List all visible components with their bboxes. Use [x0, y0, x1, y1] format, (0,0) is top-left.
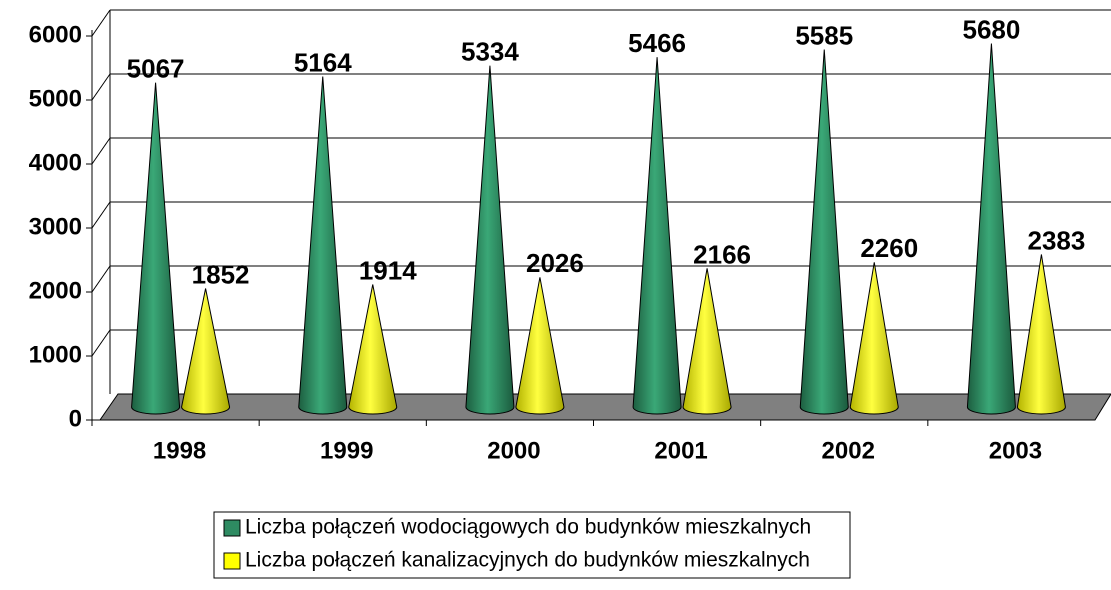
value-label: 5164: [294, 47, 352, 77]
legend-label: Liczba połączeń wodociągowych do budynkó…: [245, 516, 811, 539]
value-label: 5067: [127, 54, 185, 84]
legend-label: Liczba połączeń kanalizacyjnych do budyn…: [245, 549, 810, 572]
value-label: 2260: [860, 233, 918, 263]
floor: [99, 393, 1111, 421]
value-label: 2026: [526, 248, 584, 278]
y-tick-label: 2000: [29, 277, 82, 304]
grid-line: [91, 73, 111, 101]
grid-line: [91, 137, 111, 165]
legend: [213, 511, 851, 579]
grid-line: [91, 329, 111, 357]
value-label: 5466: [628, 28, 686, 58]
y-tick-label: 3000: [29, 213, 82, 240]
cone: [1016, 254, 1066, 415]
x-tick-label: 1999: [320, 437, 373, 464]
cone: [682, 268, 732, 415]
cone: [348, 284, 398, 415]
value-label: 1914: [359, 255, 417, 285]
x-tick-label: 1998: [153, 437, 206, 464]
x-tick-label: 2000: [487, 437, 540, 464]
cone: [966, 43, 1016, 415]
y-tick-label: 1000: [29, 341, 82, 368]
cone: [131, 82, 181, 415]
legend-marker: [223, 552, 241, 570]
cone: [298, 76, 348, 415]
legend-marker: [223, 519, 241, 537]
x-tick-label: 2003: [989, 437, 1042, 464]
x-tick-label: 2002: [822, 437, 875, 464]
y-tick-label: 4000: [29, 149, 82, 176]
cone: [515, 277, 565, 415]
cone: [465, 65, 515, 415]
cone: [632, 57, 682, 415]
value-label: 2166: [693, 239, 751, 269]
cone: [181, 288, 231, 415]
x-tick-label: 2001: [654, 437, 707, 464]
y-tick-label: 0: [69, 405, 82, 432]
plot-area: [92, 10, 1111, 420]
value-label: 5680: [962, 14, 1020, 44]
cone: [849, 262, 899, 415]
grid-line: [91, 201, 111, 229]
y-tick-label: 5000: [29, 85, 82, 112]
grid-line: [91, 9, 111, 37]
y-tick-label: 6000: [29, 21, 82, 48]
value-label: 2383: [1027, 225, 1085, 255]
value-label: 1852: [192, 259, 250, 289]
value-label: 5334: [461, 36, 519, 66]
value-label: 5585: [795, 20, 853, 50]
grid-line: [91, 265, 111, 293]
cone: [799, 49, 849, 415]
